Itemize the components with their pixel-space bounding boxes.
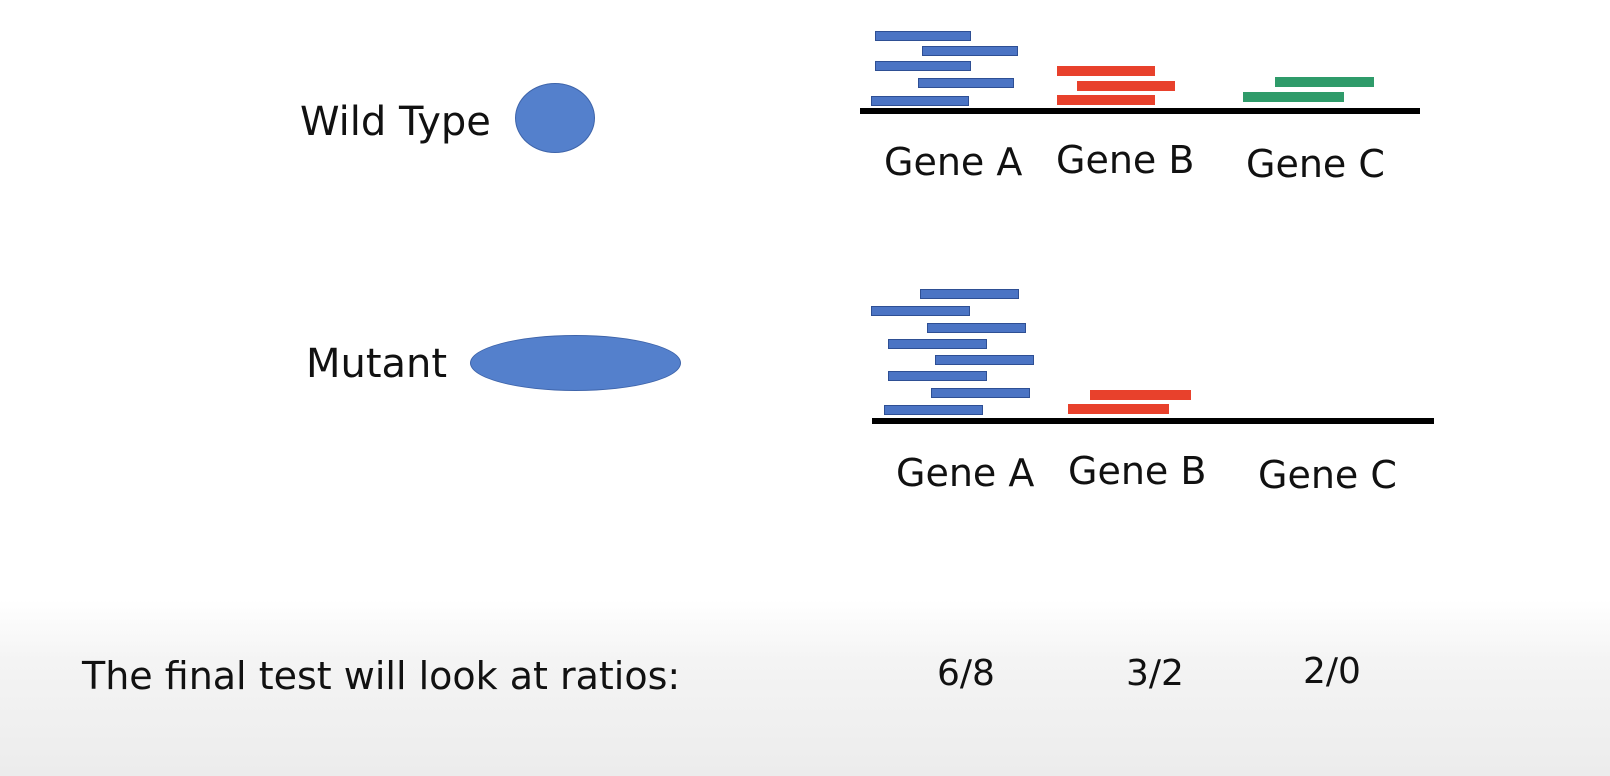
mutant-gene-b-read: [1090, 390, 1191, 400]
wild-type-gene-a-read: [875, 31, 971, 41]
wild-type-cell: [515, 83, 595, 153]
mutant-gene-c-label: Gene C: [1258, 453, 1397, 497]
mutant-label: Mutant: [306, 341, 448, 387]
mutant-genome-line: [872, 418, 1434, 424]
wild-type-gene-a-read: [918, 78, 1014, 88]
mutant-gene-a-read: [935, 355, 1034, 365]
wild-type-gene-a-read: [922, 46, 1018, 56]
wild-type-gene-c-read: [1243, 92, 1344, 102]
mutant-gene-a-read: [888, 371, 987, 381]
wild-type-gene-b-read: [1057, 95, 1155, 105]
wild-type-gene-c-label: Gene C: [1246, 142, 1385, 186]
wild-type-gene-b-read: [1057, 66, 1155, 76]
mutant-gene-a-read: [888, 339, 987, 349]
mutant-gene-a-read: [884, 405, 983, 415]
mutant-gene-a-read: [931, 388, 1030, 398]
mutant-gene-a-read: [871, 306, 970, 316]
wild-type-label: Wild Type: [300, 99, 491, 145]
mutant-cell: [470, 335, 681, 391]
wild-type-gene-a-label: Gene A: [884, 140, 1023, 184]
wild-type-gene-a-read: [875, 61, 971, 71]
wild-type-gene-b-label: Gene B: [1056, 138, 1195, 182]
wild-type-gene-c-read: [1275, 77, 1374, 87]
mutant-gene-a-read: [920, 289, 1019, 299]
gene-a-ratio: 6/8: [937, 653, 995, 694]
mutant-gene-a-label: Gene A: [896, 451, 1035, 495]
wild-type-gene-b-read: [1077, 81, 1175, 91]
wild-type-gene-a-read: [871, 96, 969, 106]
ratio-caption: The final test will look at ratios:: [82, 654, 681, 698]
mutant-gene-b-read: [1068, 404, 1169, 414]
mutant-gene-b-label: Gene B: [1068, 449, 1207, 493]
mutant-gene-a-read: [927, 323, 1026, 333]
gene-b-ratio: 3/2: [1126, 653, 1184, 694]
gene-c-ratio: 2/0: [1303, 651, 1361, 692]
wild-type-genome-line: [860, 108, 1420, 114]
